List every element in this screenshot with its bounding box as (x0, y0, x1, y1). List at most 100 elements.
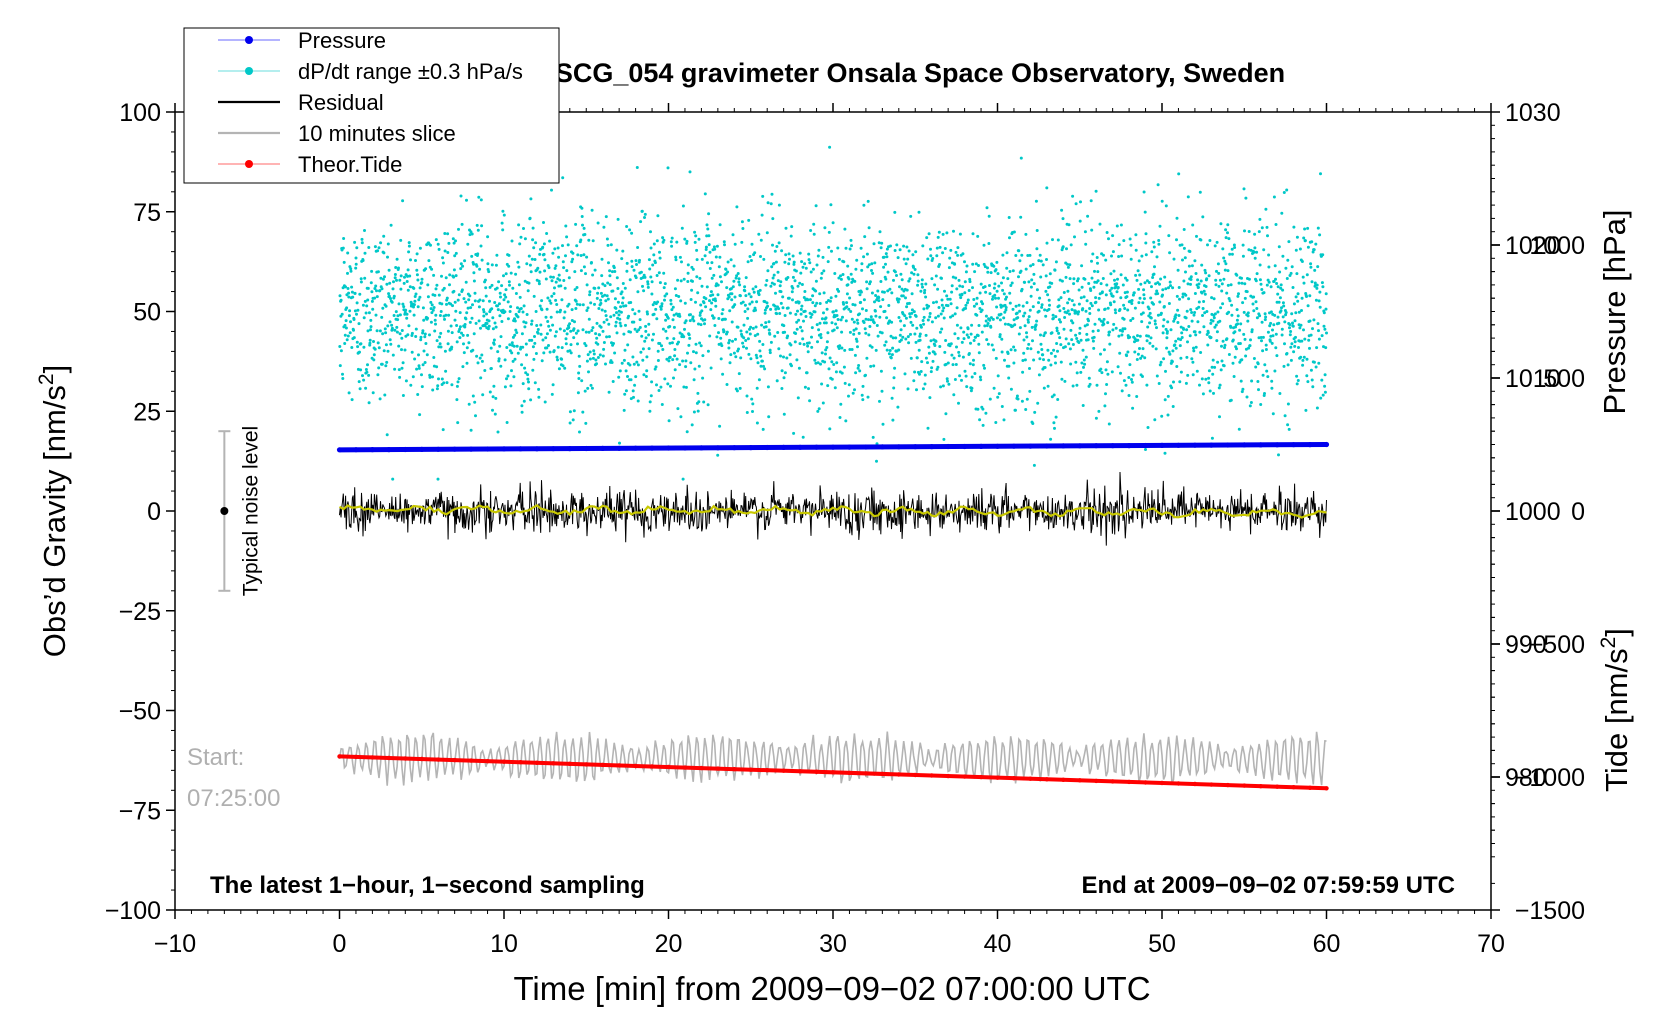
dpdt-point (1288, 333, 1292, 337)
dpdt-point (1242, 187, 1246, 191)
dpdt-point (1041, 353, 1045, 357)
dpdt-point (1123, 327, 1127, 331)
dpdt-point (945, 377, 949, 381)
dpdt-point (749, 325, 753, 329)
dpdt-point (1212, 297, 1216, 301)
dpdt-point (941, 251, 945, 255)
dpdt-point (593, 268, 597, 272)
dpdt-point (727, 346, 731, 350)
dpdt-point (684, 385, 688, 389)
pressure-point (435, 446, 441, 452)
dpdt-point (1245, 290, 1249, 294)
dpdt-point (376, 341, 380, 345)
dpdt-point (1050, 281, 1054, 285)
dpdt-point (1208, 389, 1212, 393)
dpdt-point (1104, 293, 1108, 297)
dpdt-point (1202, 300, 1206, 303)
dpdt-point (695, 275, 699, 279)
dpdt-point (693, 240, 697, 244)
y-tick-label: −100 (105, 897, 161, 925)
dpdt-point (1133, 350, 1137, 354)
dpdt-point (747, 352, 751, 356)
dpdt-point (1202, 289, 1206, 293)
dpdt-point (743, 310, 747, 313)
dpdt-point (786, 334, 790, 338)
dpdt-point (848, 296, 852, 300)
dpdt-point (949, 315, 952, 319)
dpdt-point (616, 287, 620, 290)
dpdt-point (423, 332, 427, 336)
dpdt-point (439, 310, 443, 313)
dpdt-point (372, 358, 376, 362)
dpdt-point (799, 307, 803, 311)
dpdt-point (1137, 259, 1141, 263)
dpdt-point (1141, 311, 1145, 315)
dpdt-point (798, 281, 802, 285)
dpdt-point (581, 328, 585, 332)
dpdt-point (1306, 226, 1310, 230)
pressure-point (649, 445, 655, 451)
dpdt-point (924, 356, 928, 360)
dpdt-point (464, 317, 468, 321)
dpdt-point (958, 232, 962, 236)
dpdt-point (908, 277, 912, 281)
dpdt-point (799, 312, 803, 316)
dpdt-point (1316, 226, 1320, 230)
dpdt-point (1307, 338, 1311, 342)
dpdt-point (1270, 386, 1274, 390)
dpdt-point (1286, 363, 1290, 367)
dpdt-point (1000, 337, 1004, 341)
dpdt-point (700, 309, 704, 313)
dpdt-point (1136, 334, 1139, 338)
dpdt-point (353, 291, 357, 295)
dpdt-point (349, 320, 352, 324)
dpdt-point (680, 260, 683, 264)
dpdt-point (1172, 257, 1176, 261)
dpdt-point (415, 268, 419, 272)
tide-point (880, 771, 885, 777)
dpdt-point (1066, 309, 1070, 313)
dpdt-point (358, 350, 361, 354)
dpdt-point (462, 351, 466, 355)
dpdt-point (412, 313, 416, 317)
dpdt-point (1110, 286, 1114, 290)
dpdt-point (1145, 279, 1149, 283)
dpdt-point (510, 341, 514, 345)
dpdt-point (507, 264, 511, 268)
dpdt-point (660, 304, 664, 308)
dpdt-point (732, 264, 736, 268)
dpdt-point (719, 357, 723, 361)
dpdt-point (487, 319, 491, 323)
dpdt-point (965, 385, 969, 389)
dpdt-point (1086, 338, 1090, 342)
dpdt-point (650, 380, 654, 384)
dpdt-point (532, 357, 536, 361)
dpdt-point (1019, 269, 1023, 273)
dpdt-point (665, 292, 669, 296)
dpdt-point (848, 348, 852, 351)
dpdt-point (499, 295, 502, 299)
dpdt-point (400, 336, 404, 340)
dpdt-point (1054, 415, 1058, 419)
dpdt-point (1266, 375, 1270, 379)
pressure-point (1126, 443, 1132, 449)
dpdt-point (1301, 363, 1305, 367)
dpdt-point (1232, 375, 1236, 378)
dpdt-point (1052, 348, 1056, 352)
dpdt-point (924, 282, 928, 286)
dpdt-point (1118, 308, 1122, 311)
dpdt-point (546, 296, 550, 300)
dpdt-point (942, 316, 946, 320)
dpdt-point (1241, 301, 1245, 305)
dpdt-point (821, 255, 825, 259)
dpdt-point (450, 331, 454, 335)
dpdt-point (392, 294, 396, 298)
dpdt-point (436, 242, 440, 246)
dpdt-point (1153, 319, 1157, 323)
x-tick-label: 10 (490, 930, 518, 958)
dpdt-point (1236, 294, 1240, 298)
dpdt-point (393, 273, 397, 276)
dpdt-point (1296, 299, 1300, 303)
dpdt-point (1186, 282, 1190, 286)
dpdt-point (641, 284, 644, 288)
